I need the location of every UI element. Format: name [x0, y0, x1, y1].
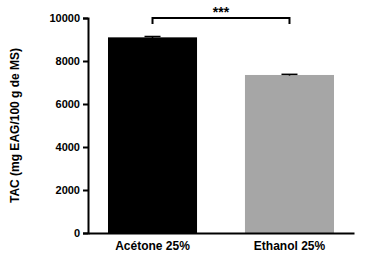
y-tick-label: 4000: [56, 141, 80, 153]
x-axis: Acétone 25% Ethanol 25%: [89, 233, 355, 253]
x-tick-label: Ethanol 25%: [254, 239, 326, 253]
x-tick-label: Acétone 25%: [115, 239, 190, 253]
y-tick-mark: [83, 190, 88, 192]
y-tick-mark: [83, 104, 88, 106]
y-axis-line: [83, 19, 89, 234]
y-tick: 8000: [56, 55, 88, 67]
x-tick: Acétone 25%: [115, 233, 190, 253]
bar: [245, 75, 334, 233]
error-cap: [281, 74, 297, 76]
x-tick: Ethanol 25%: [254, 233, 326, 253]
y-tick-label: 2000: [56, 184, 80, 196]
y-axis: 0 2000 4000 6000 8000 10000: [49, 12, 88, 239]
y-tick-mark: [83, 18, 88, 20]
x-axis-line: [89, 233, 355, 235]
y-tick: 4000: [56, 141, 88, 153]
y-tick-mark: [83, 61, 88, 63]
y-tick-label: 10000: [49, 12, 80, 24]
y-tick-label: 8000: [56, 55, 80, 67]
plot-area: [108, 36, 334, 233]
y-tick-label: 6000: [56, 98, 80, 110]
y-tick: 6000: [56, 98, 88, 110]
error-bar: [145, 36, 161, 38]
y-tick: 0: [74, 227, 88, 239]
y-axis-title: TAC (mg EAG/100 g de MS): [8, 48, 22, 203]
significance-label: ***: [213, 4, 230, 20]
error-cap: [145, 36, 161, 38]
y-tick: 2000: [56, 184, 88, 196]
y-tick-mark: [83, 233, 88, 235]
error-bar: [281, 74, 297, 75]
bar: [108, 37, 197, 233]
y-tick: 10000: [49, 12, 88, 24]
y-tick-mark: [83, 147, 88, 149]
chart: 0 2000 4000 6000 8000 10000 Acétone 25% Ethanol…: [0, 0, 367, 267]
y-tick-label: 0: [74, 227, 80, 239]
